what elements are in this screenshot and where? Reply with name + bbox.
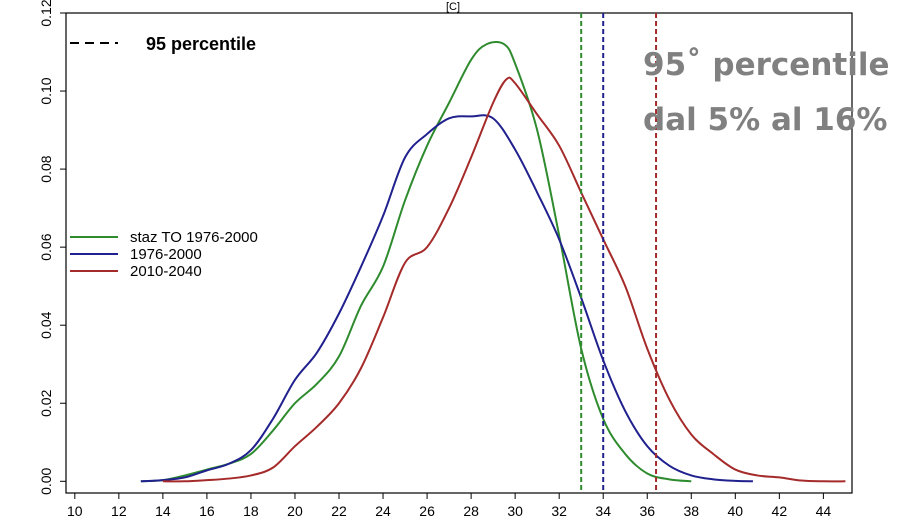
percentile-legend: 95 percentile: [70, 34, 256, 54]
annotation: 95˚ percentile dal 5% al 16%: [643, 47, 890, 138]
plot-frame: [65, 12, 853, 494]
x-tick-label: 26: [419, 503, 435, 519]
x-tick-label: 40: [728, 503, 744, 519]
x-tick-label: 22: [331, 503, 347, 519]
legend-label-1: 1976-2000: [130, 246, 202, 263]
legend-label-0: staz TO 1976-2000: [130, 229, 258, 246]
x-tick-label: 42: [772, 503, 788, 519]
x-tick-label: 18: [243, 503, 259, 519]
x-tick-label: 34: [595, 503, 611, 519]
series-line-1: [140, 114, 753, 483]
legend-label-2: 2010-2040: [130, 263, 202, 280]
x-tick-label: 28: [463, 503, 479, 519]
x-tick-label: 12: [111, 503, 127, 519]
y-tick-label: 0.02: [38, 389, 54, 416]
x-tick-label: 30: [507, 503, 523, 519]
x-tick-label: 24: [375, 503, 391, 519]
plot-border: [65, 12, 853, 494]
percentile-lines: [580, 13, 658, 493]
x-tick-label: 20: [287, 503, 303, 519]
annotation-line-2: dal 5% al 16%: [643, 102, 888, 138]
y-tick-label: 0.12: [38, 0, 54, 27]
x-tick-label: 44: [816, 503, 832, 519]
x-tick-label: 14: [155, 503, 171, 519]
series-line-0: [140, 41, 692, 483]
annotation-line-1: 95˚ percentile: [643, 47, 890, 83]
x-tick-label: 16: [199, 503, 215, 519]
y-tick-label: 0.00: [38, 467, 54, 494]
chart-title: [C]: [446, 1, 460, 13]
series-line-2: [162, 76, 846, 483]
y-tick-label: 0.08: [38, 155, 54, 182]
x-tick-label: 32: [551, 503, 567, 519]
y-axis: 0.00 0.02 0.04 0.06 0.08 0.10 0.12: [38, 0, 66, 495]
y-tick-label: 0.06: [38, 233, 54, 260]
x-tick-label: 10: [67, 503, 83, 519]
series-lines: [140, 41, 846, 483]
y-tick-label: 0.04: [38, 311, 54, 338]
y-tick-label: 0.10: [38, 77, 54, 104]
x-tick-label: 38: [683, 503, 699, 519]
x-tick-label: 36: [639, 503, 655, 519]
percentile-legend-label: 95 percentile: [146, 34, 256, 54]
x-axis: 10 12 14 16 18 20 22 24 26 28 30 32 34 36 38 40 42 44: [67, 493, 831, 519]
